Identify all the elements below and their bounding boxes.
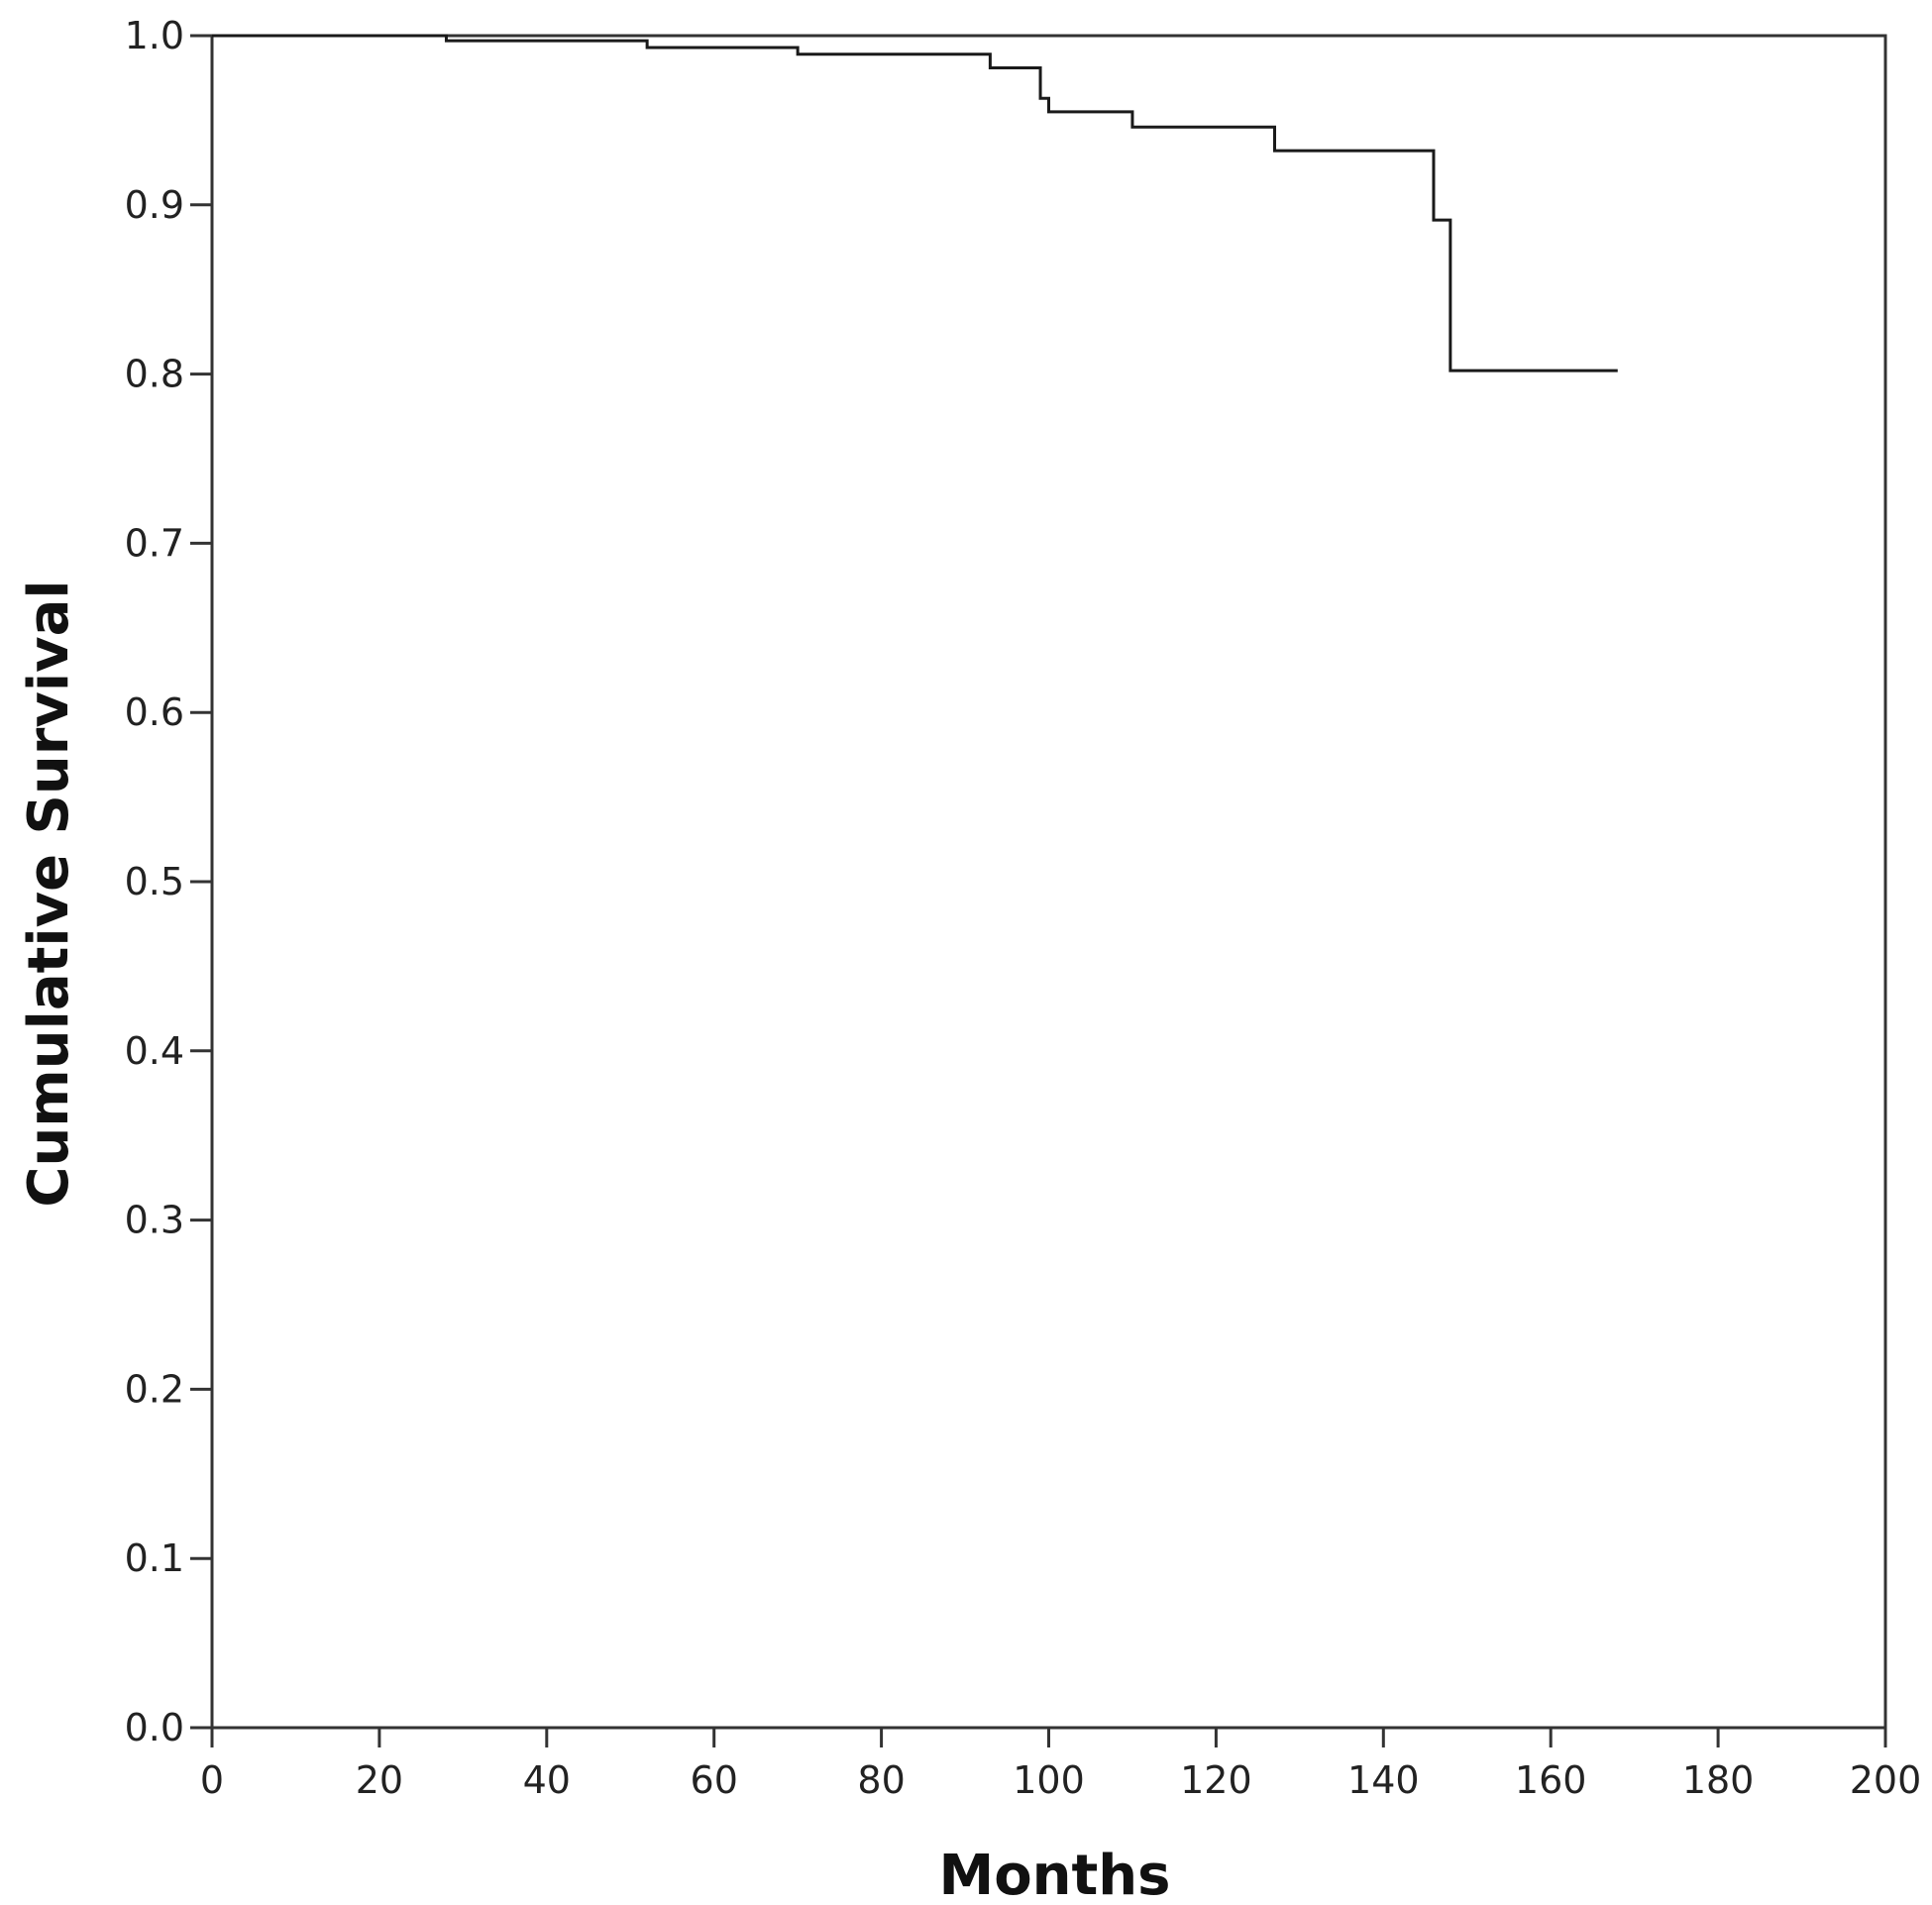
- plot-frame: [210, 34, 1887, 1730]
- x-tick-label: 140: [1347, 1758, 1420, 1802]
- series-group: [212, 34, 1618, 372]
- y-tick-label: 0.8: [125, 353, 184, 396]
- x-tick-label: 200: [1850, 1758, 1922, 1802]
- x-tick-label: 80: [857, 1758, 905, 1802]
- x-axis: 0 20 40 60 80 100 120 140 160 180 200: [200, 1728, 1921, 1802]
- x-tick-label: 100: [1013, 1758, 1085, 1802]
- y-tick-label: 0.9: [125, 183, 184, 227]
- x-axis-title: Months: [938, 1844, 1170, 1905]
- survival-step-line: [212, 34, 1618, 372]
- y-tick-label: 0.7: [125, 521, 184, 565]
- y-tick-label: 0.2: [125, 1367, 184, 1411]
- x-tick-label: 40: [523, 1758, 571, 1802]
- y-tick-label: 0.1: [125, 1536, 184, 1580]
- y-axis: 0.0 0.1 0.2 0.3 0.4 0.5 0.6 0.7 0.8 0.9 1.0: [125, 14, 212, 1749]
- y-tick-label: 0.5: [125, 860, 184, 903]
- x-tick-label: 60: [691, 1758, 738, 1802]
- x-tick-label: 160: [1515, 1758, 1587, 1802]
- x-tick-label: 0: [200, 1758, 224, 1802]
- y-tick-label: 0.4: [125, 1029, 184, 1073]
- x-tick-label: 20: [356, 1758, 403, 1802]
- y-tick-label: 1.0: [125, 14, 184, 57]
- x-tick-label: 120: [1180, 1758, 1252, 1802]
- y-tick-label: 0.6: [125, 690, 184, 734]
- y-tick-label: 0.3: [125, 1199, 184, 1242]
- x-tick-label: 180: [1682, 1758, 1755, 1802]
- y-tick-label: 0.0: [125, 1706, 184, 1749]
- y-axis-title: Cumulative Survival: [17, 580, 81, 1207]
